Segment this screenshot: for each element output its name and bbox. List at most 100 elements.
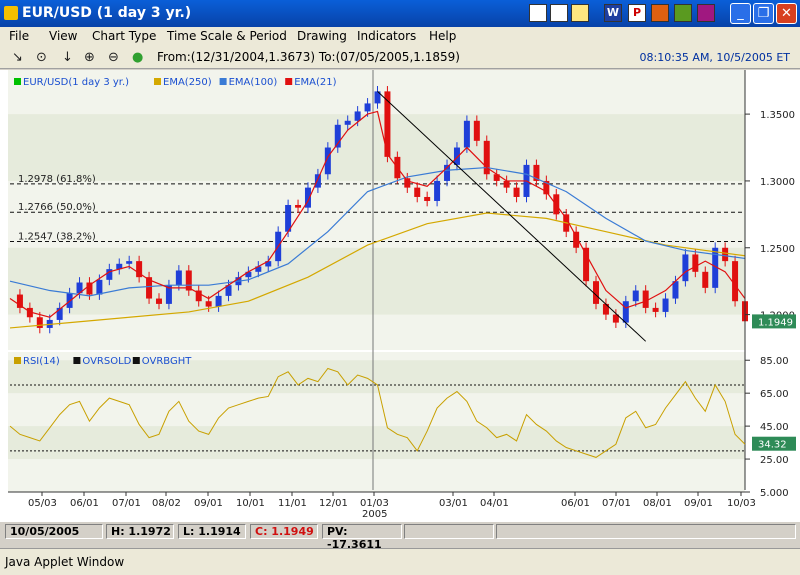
candle-body-44 — [444, 164, 451, 181]
toolbar-icon-1[interactable] — [529, 4, 547, 22]
key-icon[interactable] — [697, 4, 715, 22]
fib-label-0: 1.2978 (61.8%) — [18, 174, 96, 185]
java-applet-label: Java Applet Window — [5, 555, 125, 569]
candle-body-45 — [453, 147, 460, 165]
rsi-legend-label-0: RSI(14) — [23, 356, 60, 367]
rsi-badge-label: 34.32 — [758, 440, 787, 451]
zoom-out-icon[interactable]: ⊖ — [108, 50, 119, 65]
candle-body-5 — [56, 307, 63, 320]
candle-body-61 — [612, 314, 619, 323]
rsi-line — [9, 367, 746, 458]
candle-body-24 — [245, 271, 252, 278]
candle-body-42 — [424, 196, 431, 201]
candle-body-51 — [513, 187, 520, 197]
candle-body-13 — [136, 261, 143, 278]
toolbar-icon-2[interactable] — [550, 4, 568, 22]
menu-file[interactable]: File — [9, 29, 30, 43]
restore-button[interactable]: ❐ — [753, 3, 774, 24]
candle-body-14 — [146, 277, 153, 299]
draw-line-icon[interactable]: ↘ — [12, 50, 23, 65]
legend-swatch-3 — [285, 78, 293, 85]
candle-body-21 — [215, 295, 222, 307]
candle-body-16 — [165, 285, 172, 304]
powerpoint-icon[interactable]: P — [628, 4, 646, 22]
x-tick-label-3: 08/02 — [152, 498, 181, 509]
ema21-line — [9, 110, 746, 318]
x-tick-label-2: 07/01 — [112, 498, 141, 509]
legend-label-1: EMA(250) — [163, 77, 212, 88]
rsi-legend-label-1: OVRSOLD — [82, 356, 131, 367]
x-tick-label-1: 06/01 — [70, 498, 99, 509]
candle-body-12 — [126, 261, 133, 264]
candle-body-38 — [384, 91, 391, 157]
menu-view[interactable]: View — [49, 29, 78, 43]
arrow-down-icon[interactable]: ↓ — [62, 50, 73, 65]
candle-body-57 — [573, 231, 580, 248]
chart-toolbar: ↘ ⊙ ↓ ⊕ ⊖ ● From:(12/31/2004,1.3673) To:… — [0, 46, 800, 69]
menu-chart-type[interactable]: Chart Type — [92, 29, 157, 43]
candle-body-65 — [652, 307, 659, 312]
candle-body-72 — [722, 247, 729, 262]
candle-body-9 — [96, 279, 103, 295]
candle-body-73 — [732, 261, 739, 302]
candle-body-1 — [16, 294, 23, 308]
color-icon[interactable]: ● — [132, 50, 144, 65]
rsi-tick-label-3: 25.00 — [760, 455, 789, 466]
candle-body-48 — [483, 140, 490, 175]
candle-body-59 — [593, 281, 600, 304]
rsi-legend-label-2: OVRBGHT — [142, 356, 192, 367]
candle-body-63 — [632, 290, 639, 302]
candle-body-26 — [265, 261, 272, 267]
chart-svg[interactable]: 1.2978 (61.8%) 1.2766 (50.0%) 1.2547 (38.2… — [0, 70, 800, 522]
close-button[interactable]: ✕ — [776, 3, 797, 24]
legend-swatch-0 — [14, 78, 21, 85]
candle-body-62 — [622, 301, 629, 323]
rsi-tick-label-2: 45.00 — [760, 422, 789, 433]
candle-body-58 — [583, 247, 590, 282]
menu-drawing[interactable]: Drawing — [297, 29, 347, 43]
candle-body-35 — [354, 111, 361, 121]
candle-body-71 — [712, 247, 719, 288]
candle-body-28 — [285, 204, 292, 232]
zoom-in-icon[interactable]: ⊕ — [84, 50, 95, 65]
status-date: 10/05/2005 — [5, 524, 103, 539]
legend-label-3: EMA(21) — [294, 77, 336, 88]
clock-readout: 08:10:35 AM, 10/5/2005 ET — [639, 51, 790, 64]
candle-body-53 — [533, 164, 540, 181]
status-high: H: 1.1972 — [106, 524, 174, 539]
candle-body-29 — [295, 204, 302, 208]
x-tick-label-8: 01/03 — [360, 498, 389, 509]
menu-time-scale[interactable]: Time Scale & Period — [167, 29, 287, 43]
chart-area[interactable]: 1.2978 (61.8%) 1.2766 (50.0%) 1.2547 (38.2… — [0, 70, 800, 522]
candle-body-66 — [662, 298, 669, 312]
toolbar-icon-3[interactable] — [571, 4, 589, 22]
window-title: EUR/USD (1 day 3 yr.) — [22, 5, 192, 21]
x-tick-label-12: 07/01 — [602, 498, 631, 509]
status-bar: 10/05/2005 H: 1.1972 L: 1.1914 C: 1.1949… — [0, 522, 800, 551]
year-marker-label: 2005 — [362, 509, 387, 520]
candle-body-15 — [155, 298, 162, 304]
rsi-tick-label-1: 65.00 — [760, 389, 789, 400]
rsi-band-0 — [8, 360, 745, 394]
clock-icon[interactable] — [674, 4, 692, 22]
menu-bar: File View Chart Type Time Scale & Period… — [0, 27, 800, 46]
x-tick-label-10: 04/01 — [480, 498, 509, 509]
fib-label-1: 1.2766 (50.0%) — [18, 202, 96, 213]
menu-help[interactable]: Help — [429, 29, 457, 43]
x-tick-label-7: 12/01 — [319, 498, 348, 509]
ema100-line — [9, 166, 746, 297]
candle-body-49 — [493, 174, 500, 181]
crosshair-icon[interactable]: ⊙ — [36, 50, 47, 65]
minimize-button[interactable]: _ — [730, 3, 751, 24]
status-pv: PV: -17.3611 — [322, 524, 402, 551]
candle-body-47 — [473, 120, 480, 141]
x-tick-label-5: 10/01 — [236, 498, 265, 509]
word-icon[interactable]: W — [604, 4, 622, 22]
price-tick-label-2: 1.2500 — [760, 244, 795, 255]
candle-body-40 — [404, 178, 411, 188]
menu-indicators[interactable]: Indicators — [357, 29, 417, 43]
settings-icon[interactable] — [651, 4, 669, 22]
candle-body-54 — [543, 180, 550, 195]
candle-body-46 — [463, 120, 470, 148]
candle-body-69 — [692, 254, 699, 272]
